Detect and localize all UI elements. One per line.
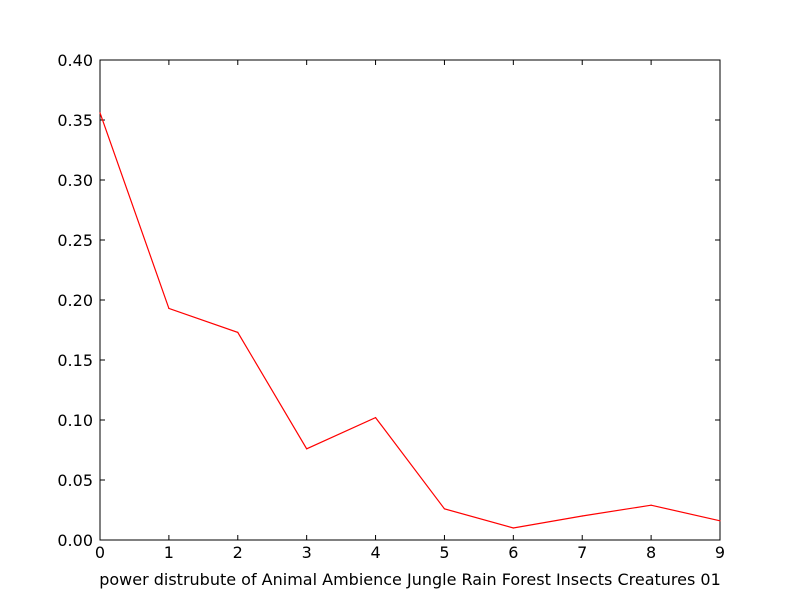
x-tick-label: 6: [508, 543, 518, 562]
y-tick-label: 0.05: [57, 471, 93, 490]
data-point: [374, 417, 377, 419]
x-tick-label: 1: [164, 543, 174, 562]
y-tick-label: 0.10: [57, 411, 93, 430]
plot-area: [99, 59, 721, 541]
data-point: [650, 504, 652, 506]
y-tick-label: 0.30: [57, 171, 93, 190]
plot-frame: [99, 59, 721, 541]
x-tick-label: 5: [439, 543, 449, 562]
x-tick-label: 8: [646, 543, 656, 562]
x-tick-label: 0: [95, 543, 105, 562]
series-line: [99, 112, 721, 529]
y-tick-label: 0.20: [57, 291, 93, 310]
x-tick-label: 2: [233, 543, 243, 562]
data-point: [99, 112, 101, 114]
x-tick-label: 3: [302, 543, 312, 562]
x-axis: 0 1 2 3 4 5 6 7 8 9: [95, 60, 725, 562]
data-point: [512, 527, 514, 529]
y-tick-label: 0.00: [57, 531, 93, 550]
x-tick-label: 9: [715, 543, 725, 562]
x-axis-label: power distrubute of Animal Ambience Jung…: [99, 570, 721, 589]
y-axis: 0.00 0.05 0.10 0.15 0.20 0.25 0.30 0.35 0.40: [57, 51, 720, 550]
data-point: [306, 448, 308, 450]
data-point: [719, 520, 721, 522]
data-point: [443, 508, 446, 510]
y-tick-label: 0.15: [57, 351, 93, 370]
data-point: [581, 515, 583, 517]
series-layer: [99, 112, 721, 529]
data-point: [168, 307, 170, 309]
y-tick-label: 0.35: [57, 111, 93, 130]
y-tick-label: 0.25: [57, 231, 93, 250]
y-tick-label: 0.40: [57, 51, 93, 70]
x-tick-label: 7: [577, 543, 587, 562]
data-point: [237, 331, 239, 333]
x-tick-label: 4: [370, 543, 380, 562]
